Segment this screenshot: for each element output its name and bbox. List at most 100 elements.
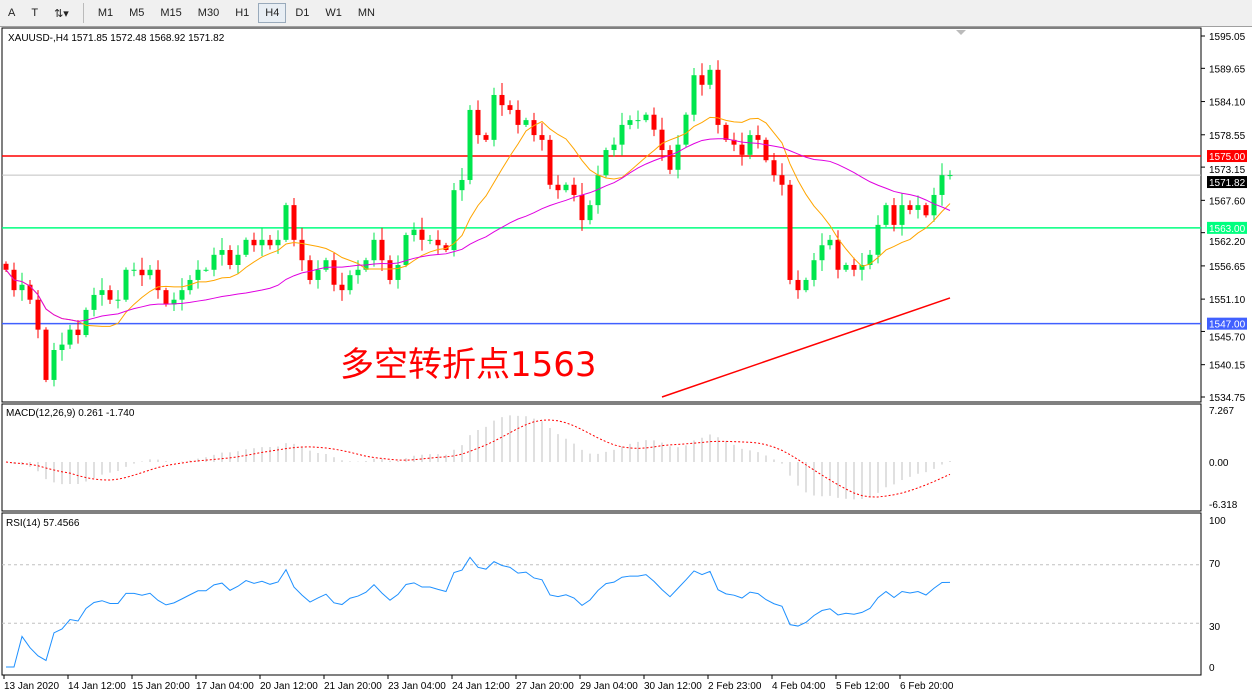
candle-body	[355, 269, 361, 276]
candle-body	[763, 139, 769, 161]
level-tag-label: 1571.82	[1209, 178, 1246, 189]
candle-body	[219, 250, 225, 255]
candle-body	[675, 144, 681, 170]
timeframe-H4[interactable]: H4	[258, 3, 287, 23]
candle-body	[555, 184, 561, 191]
x-tick-label: 20 Jan 12:00	[260, 681, 318, 692]
candle-body	[723, 124, 729, 140]
candle-body	[155, 269, 161, 291]
candle-body	[899, 205, 905, 225]
candle-body	[299, 239, 305, 261]
candle-body	[907, 205, 913, 210]
x-tick-label: 13 Jan 2020	[4, 681, 59, 692]
x-tick-label: 6 Feb 20:00	[900, 681, 954, 692]
candle-body	[387, 260, 393, 280]
candle-body	[747, 135, 753, 155]
rsi-tick-label: 70	[1209, 559, 1221, 570]
candle-body	[347, 275, 353, 291]
timeframe-M5[interactable]: M5	[129, 7, 145, 19]
candle-body	[491, 94, 497, 140]
candle-body	[795, 279, 801, 291]
candle-body	[507, 105, 513, 110]
chart-header: XAUUSD-,H4 1571.85 1572.48 1568.92 1571.…	[8, 33, 225, 44]
candle-body	[827, 239, 833, 246]
timeframe-MN[interactable]: MN	[357, 7, 375, 19]
candle-body	[819, 245, 825, 261]
separator	[82, 3, 84, 23]
macd-panel	[1, 403, 1202, 512]
candle-body	[563, 184, 569, 191]
candle-body	[67, 329, 73, 345]
candle-body	[475, 109, 481, 136]
macd-signal-line	[5, 419, 951, 498]
candle-body	[259, 239, 265, 246]
level-tag-label: 1547.00	[1209, 320, 1246, 331]
timeframe-M15[interactable]: M15	[160, 7, 182, 19]
candle-body	[275, 239, 281, 246]
x-tick-label: 24 Jan 12:00	[452, 681, 510, 692]
x-tick-label: 30 Jan 12:00	[644, 681, 702, 692]
candle-body	[659, 129, 665, 151]
candle-body	[467, 109, 473, 180]
candle-body	[547, 139, 553, 185]
price-tick-label: 1595.05	[1209, 32, 1246, 43]
candle-body	[683, 114, 689, 145]
candle-body	[451, 190, 457, 251]
timeframe-W1[interactable]: W1	[325, 7, 342, 19]
macd-tick-label: 0.00	[1209, 458, 1229, 469]
candle-body	[459, 179, 465, 191]
price-tick-label: 1589.65	[1209, 64, 1246, 75]
candle-body	[611, 144, 617, 151]
toolbar: A T ⇅▾ M1 M5 M15 M30 H1 H4 D1 W1 MN	[0, 0, 1252, 27]
timeframe-M1[interactable]: M1	[97, 7, 114, 19]
candle-body	[147, 269, 153, 276]
tool-button-2[interactable]: ⇅▾	[54, 7, 69, 20]
candle-body	[99, 290, 105, 295]
ma-fast-line	[5, 116, 951, 327]
candle-body	[699, 75, 705, 85]
price-tick-label: 1540.15	[1209, 361, 1246, 372]
candle-body	[339, 284, 345, 291]
candle-body	[635, 120, 641, 122]
x-tick-label: 29 Jan 04:00	[580, 681, 638, 692]
candle-body	[203, 269, 209, 271]
candle-body	[571, 184, 577, 195]
timeframe-D1[interactable]: D1	[295, 7, 310, 19]
candle-body	[923, 205, 929, 216]
price-tick-label: 1562.20	[1209, 237, 1246, 248]
level-tag-label: 1563.00	[1209, 224, 1246, 235]
candle-body	[499, 94, 505, 106]
candle-body	[139, 269, 145, 276]
candle-body	[803, 279, 809, 291]
tool-button-0[interactable]: A	[8, 7, 16, 19]
candle-body	[595, 175, 601, 206]
candle-body	[131, 269, 137, 271]
price-tick-label: 1551.10	[1209, 295, 1246, 306]
macd-title: MACD(12,26,9) 0.261 -1.740	[6, 408, 135, 419]
tool-button-1[interactable]: T	[31, 7, 39, 19]
candle-body	[843, 264, 849, 270]
price-tick-label: 1578.55	[1209, 131, 1246, 142]
candle-body	[875, 224, 881, 255]
candle-body	[43, 329, 49, 380]
candle-body	[251, 239, 257, 246]
candle-body	[579, 194, 585, 221]
rsi-line	[6, 556, 951, 668]
level-tag	[1207, 150, 1247, 163]
ma-long-line	[661, 297, 951, 398]
timeframe-H1[interactable]: H1	[235, 7, 250, 19]
x-tick-label: 4 Feb 04:00	[772, 681, 826, 692]
candle-body	[859, 264, 865, 270]
level-tag	[1207, 221, 1247, 234]
x-tick-label: 17 Jan 04:00	[196, 681, 254, 692]
x-tick-label: 2 Feb 23:00	[708, 681, 762, 692]
candle-body	[643, 114, 649, 121]
candle-body	[883, 205, 889, 225]
candle-body	[731, 139, 737, 145]
candle-body	[19, 284, 25, 291]
timeframe-M30[interactable]: M30	[197, 7, 220, 19]
candle-body	[619, 124, 625, 145]
rsi-panel	[1, 512, 1202, 676]
level-tag	[1207, 317, 1247, 330]
